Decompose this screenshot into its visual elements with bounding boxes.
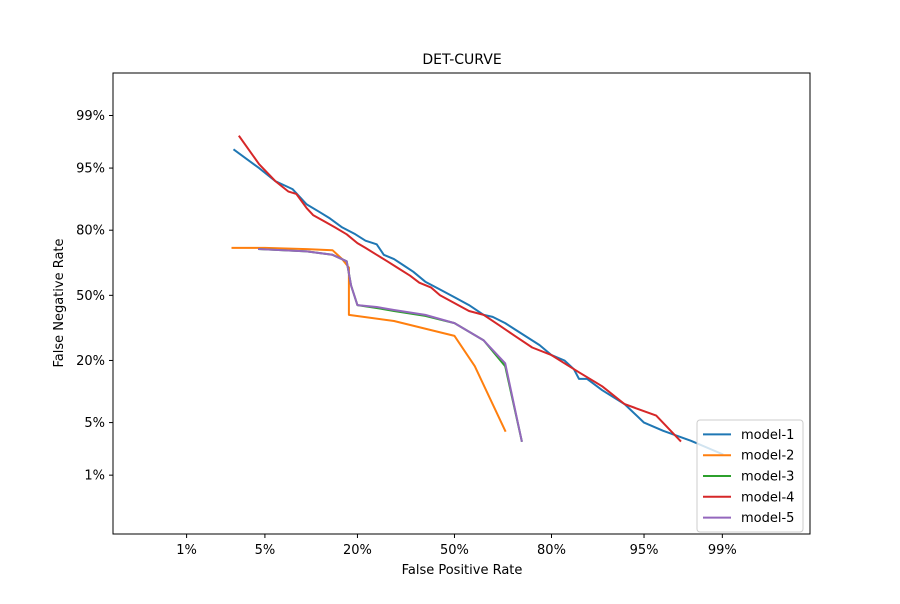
y-axis-label: False Negative Rate: [52, 238, 67, 367]
x-tick-label: 50%: [440, 543, 469, 558]
x-axis-ticks: 1% 5% 20% 50% 80% 95% 99%: [176, 534, 737, 558]
x-tick-label: 95%: [630, 543, 659, 558]
legend: model-1 model-2 model-3 model-4 model-5: [696, 419, 804, 533]
x-tick-label: 99%: [708, 543, 737, 558]
y-axis-ticks: 1% 5% 20% 50% 80% 95% 99%: [76, 109, 113, 484]
y-tick-label: 99%: [76, 109, 105, 124]
y-tick-label: 95%: [76, 162, 105, 177]
y-tick-label: 1%: [84, 469, 105, 484]
series-line-model-3: [258, 248, 523, 442]
legend-label: model-2: [741, 449, 794, 464]
plot-area-frame: [112, 72, 811, 535]
x-tick-label: 1%: [176, 543, 197, 558]
legend-label: model-1: [741, 428, 794, 443]
legend-label: model-4: [741, 490, 794, 505]
series-line-model-5: [258, 248, 523, 442]
plot-content: [231, 135, 724, 456]
x-axis-label: False Positive Rate: [402, 563, 523, 578]
series-line-model-2: [231, 246, 507, 433]
series-line-model-1: [232, 148, 724, 456]
legend-label: model-3: [741, 470, 794, 485]
x-tick-label: 5%: [255, 543, 276, 558]
y-tick-label: 80%: [76, 224, 105, 239]
legend-box: [696, 419, 804, 533]
chart-title: DET-CURVE: [422, 52, 501, 68]
y-tick-label: 20%: [76, 354, 105, 369]
legend-label: model-5: [741, 511, 794, 526]
x-tick-label: 80%: [537, 543, 566, 558]
x-tick-label: 20%: [343, 543, 372, 558]
y-tick-label: 5%: [84, 416, 105, 431]
series-line-model-4: [238, 135, 682, 443]
y-tick-label: 50%: [76, 289, 105, 304]
